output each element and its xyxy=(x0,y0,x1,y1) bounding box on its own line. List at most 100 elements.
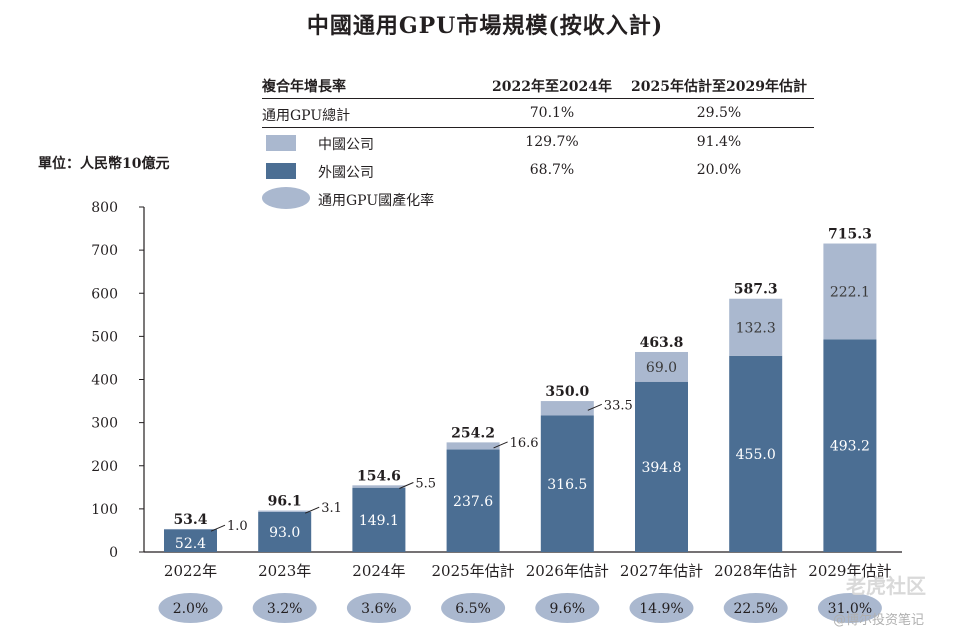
bar-label-domestic: 1.0 xyxy=(227,519,248,534)
cagr-value: 129.7% xyxy=(525,134,579,150)
bar-domestic xyxy=(635,351,688,382)
bar-domestic xyxy=(729,298,783,356)
x-category-label: 2024年 xyxy=(352,562,405,580)
x-category-label: 2023年 xyxy=(258,562,311,580)
legend-swatch-domestic xyxy=(266,135,296,151)
cagr-header-label: 複合年增長率 xyxy=(262,79,346,95)
bar-domestic xyxy=(540,401,594,416)
bar-label-foreign: 493.2 xyxy=(830,439,870,455)
cagr-value: 68.7% xyxy=(529,162,575,178)
y-tick-label: 200 xyxy=(91,459,118,475)
bar-label-foreign: 394.8 xyxy=(641,460,681,476)
bar-total-label: 53.4 xyxy=(173,512,207,528)
localization-rate-ellipse xyxy=(158,593,223,623)
bar-total-label: 254.2 xyxy=(451,425,495,441)
leader-line xyxy=(493,441,508,449)
legend-ellipse xyxy=(262,187,310,209)
bar-total-label: 96.1 xyxy=(268,494,302,510)
localization-rate-label: 22.5% xyxy=(733,601,777,617)
bar-total-label: 715.3 xyxy=(828,227,872,243)
bar-label-domestic: 16.6 xyxy=(510,436,539,451)
cagr-row-total: 通用GPU總計 70.1% 29.5% xyxy=(262,99,814,128)
cagr-header-row: 複合年增長率 2022年至2024年 2025年估計至2029年估計 xyxy=(262,70,814,99)
localization-rate-label: 31.0% xyxy=(828,601,872,617)
bar-foreign xyxy=(540,415,594,552)
bar-domestic xyxy=(352,485,406,488)
cagr-value: 91.4% xyxy=(696,134,742,150)
y-tick-label: 800 xyxy=(91,200,118,216)
cagr-row-label: 中國公司 xyxy=(318,137,374,153)
bar-domestic xyxy=(446,442,500,450)
x-category-label: 2026年估計 xyxy=(526,562,609,580)
bar-label-foreign: 237.6 xyxy=(453,494,493,510)
bar-domestic xyxy=(258,510,312,512)
x-category-label: 2022年 xyxy=(164,562,217,580)
bar-label-domestic: 69.0 xyxy=(646,360,677,376)
localization-rate-label: 3.6% xyxy=(361,601,397,617)
legend-localization-row: 通用GPU國產化率 xyxy=(262,184,814,212)
bar-foreign xyxy=(823,339,877,552)
x-category-label: 2029年估計 xyxy=(808,562,891,580)
localization-rate-ellipse xyxy=(723,593,788,623)
bar-foreign xyxy=(446,449,500,552)
localization-rate-ellipse xyxy=(346,593,411,623)
cagr-header-period-1: 2022年至2024年 xyxy=(492,79,612,95)
x-category-label: 2025年估計 xyxy=(432,562,515,580)
bar-label-foreign: 316.5 xyxy=(547,477,587,493)
cagr-value: 70.1% xyxy=(529,105,575,121)
bar-label-foreign: 455.0 xyxy=(736,447,776,463)
y-tick-label: 500 xyxy=(91,329,118,345)
cagr-row-foreign: 外國公司 68.7% 20.0% xyxy=(262,156,814,184)
legend-swatch-foreign xyxy=(266,163,296,179)
bar-foreign xyxy=(729,355,783,552)
cagr-row-label: 通用GPU總計 xyxy=(262,108,351,124)
y-tick-label: 300 xyxy=(91,416,118,432)
watermark-author: @博尔投资笔记 xyxy=(833,613,925,628)
bar-total-label: 463.8 xyxy=(640,335,684,351)
y-tick-label: 0 xyxy=(109,545,118,561)
watermark-logo-text: 老虎社区 xyxy=(846,574,926,598)
bar-foreign xyxy=(164,529,217,552)
bar-label-domestic: 222.1 xyxy=(830,284,870,300)
y-tick-label: 400 xyxy=(91,373,118,389)
localization-rate-ellipse xyxy=(441,593,506,623)
x-category-label: 2027年估計 xyxy=(620,562,703,580)
bar-total-label: 587.3 xyxy=(734,282,778,298)
cagr-row-label: 外國公司 xyxy=(318,165,374,181)
bar-foreign xyxy=(635,381,688,552)
bar-foreign xyxy=(258,511,312,552)
localization-rate-label: 2.0% xyxy=(173,601,209,617)
localization-rate-ellipse xyxy=(535,593,600,623)
leader-line xyxy=(210,524,226,532)
localization-rate-label: 14.9% xyxy=(639,601,683,617)
leader-line xyxy=(305,506,320,514)
leader-line xyxy=(587,403,602,411)
y-tick-label: 100 xyxy=(91,502,118,518)
y-tick-label: 600 xyxy=(91,286,118,302)
cagr-header-period-2: 2025年估計至2029年估計 xyxy=(631,79,807,95)
legend-localization-label: 通用GPU國產化率 xyxy=(318,193,435,209)
leader-line xyxy=(399,482,414,489)
localization-rate-ellipse xyxy=(629,593,694,623)
bar-label-domestic: 3.1 xyxy=(321,501,342,516)
bar-label-domestic: 33.5 xyxy=(604,398,633,413)
bar-foreign xyxy=(352,487,406,552)
bar-total-label: 154.6 xyxy=(357,468,401,484)
cagr-table: 複合年增長率 2022年至2024年 2025年估計至2029年估計 通用GPU… xyxy=(262,70,814,212)
cagr-row-domestic: 中國公司 129.7% 91.4% xyxy=(262,128,814,156)
bar-label-domestic: 132.3 xyxy=(736,320,776,336)
bar-label-foreign: 149.1 xyxy=(359,513,399,529)
y-tick-label: 700 xyxy=(91,243,118,259)
bar-label-foreign: 52.4 xyxy=(175,536,206,552)
cagr-value: 29.5% xyxy=(696,105,742,121)
localization-rate-label: 3.2% xyxy=(267,601,303,617)
bar-domestic xyxy=(823,243,877,340)
localization-rate-ellipse xyxy=(252,593,317,623)
bar-total-label: 350.0 xyxy=(545,384,589,400)
localization-rate-label: 9.6% xyxy=(550,601,586,617)
x-category-label: 2028年估計 xyxy=(714,562,797,580)
localization-rate-ellipse xyxy=(817,593,882,623)
bar-label-domestic: 5.5 xyxy=(415,477,436,492)
unit-label: 單位：人民幣10億元 xyxy=(38,156,170,172)
